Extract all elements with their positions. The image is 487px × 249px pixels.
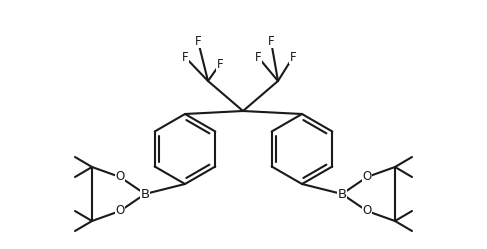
- Text: O: O: [362, 171, 372, 184]
- Text: B: B: [140, 187, 150, 200]
- Text: F: F: [290, 51, 296, 63]
- Text: O: O: [115, 204, 125, 217]
- Text: F: F: [182, 51, 188, 63]
- Text: F: F: [195, 35, 201, 48]
- Text: B: B: [337, 187, 347, 200]
- Text: O: O: [115, 171, 125, 184]
- Text: O: O: [362, 204, 372, 217]
- Text: F: F: [268, 35, 274, 48]
- Text: F: F: [255, 51, 262, 63]
- Text: F: F: [217, 58, 224, 70]
